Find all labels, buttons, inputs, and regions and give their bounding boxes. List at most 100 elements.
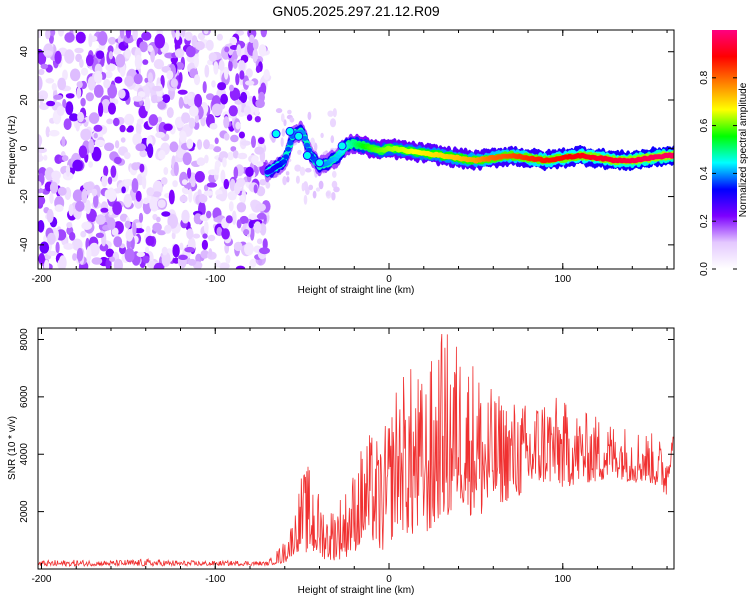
noise-blob [206, 93, 215, 101]
noise-blob [194, 171, 205, 183]
noise-blob [167, 214, 178, 229]
noise-blob [124, 75, 134, 87]
noise-blob [256, 213, 267, 220]
noise-blob [252, 48, 258, 62]
noise-blob [145, 225, 151, 234]
noise-blob [245, 68, 253, 78]
noise-blob [63, 243, 74, 250]
x-tick-label: 0 [386, 274, 392, 285]
noise-blob [299, 166, 306, 176]
noise-blob [65, 164, 71, 177]
noise-blob [203, 221, 209, 234]
noise-blob [55, 241, 60, 254]
noise-blob [133, 73, 143, 85]
noise-blob [308, 184, 314, 191]
noise-blob [58, 255, 67, 269]
noise-blob [103, 78, 111, 89]
noise-blob [91, 146, 102, 162]
ridge-segment [287, 140, 294, 146]
noise-blob [76, 81, 83, 89]
noise-blob [178, 96, 184, 109]
noise-blob [198, 193, 208, 204]
noise-blob [139, 149, 147, 158]
noise-blob [331, 180, 338, 189]
noise-blob [132, 30, 138, 41]
ridge-blob [271, 129, 281, 139]
noise-blob [157, 116, 163, 123]
noise-blob [196, 139, 203, 150]
noise-blob [79, 58, 84, 68]
noise-blob [227, 191, 237, 200]
colorbar-tick-label: 0.8 [699, 70, 710, 84]
noise-blob [143, 197, 149, 205]
noise-blob [91, 257, 103, 265]
ridge-segment [304, 142, 310, 148]
ridge-blob [302, 151, 312, 161]
noise-blob [103, 165, 109, 177]
noise-blob [203, 139, 210, 150]
noise-blob [255, 99, 265, 109]
noise-blob [263, 69, 270, 81]
noise-blob [141, 175, 147, 190]
noise-blob [113, 258, 123, 269]
noise-blob [203, 190, 213, 196]
noise-blob [281, 113, 285, 123]
noise-blob [107, 176, 113, 185]
noise-blob [121, 186, 126, 194]
noise-blob [69, 113, 79, 122]
colorbar-tick-label: 0.6 [699, 118, 710, 132]
noise-blob [64, 49, 75, 64]
noise-blob [253, 184, 258, 194]
noise-blob [57, 30, 65, 37]
noise-blob [206, 210, 212, 219]
noise-blob [86, 246, 92, 262]
noise-blob [161, 246, 168, 256]
noise-blob [38, 68, 45, 76]
colorbar-label: Normalized spectral amplitude [738, 82, 749, 217]
noise-blob [228, 105, 238, 117]
noise-blob [215, 194, 227, 200]
noise-blob [258, 137, 265, 145]
noise-blob [332, 108, 337, 118]
noise-blob [259, 223, 267, 236]
noise-blob [123, 193, 133, 208]
noise-blob [144, 96, 151, 112]
noise-blob [123, 34, 135, 44]
noise-blob [194, 41, 205, 51]
noise-blob [80, 128, 92, 141]
noise-blob [94, 70, 103, 84]
noise-blob [231, 210, 237, 225]
noise-blob [142, 59, 149, 65]
noise-blob [325, 191, 331, 197]
noise-blob [188, 117, 196, 129]
noise-blob [83, 181, 94, 191]
noise-blob [222, 157, 227, 168]
noise-blob [310, 137, 315, 148]
noise-blob [232, 150, 239, 159]
noise-blob [157, 101, 167, 110]
noise-blob [108, 36, 117, 45]
noise-blob [248, 220, 254, 229]
spectrogram-y-ticks: -40 -20 0 20 40 [19, 46, 674, 252]
noise-blob [105, 248, 115, 258]
noise-blob [233, 241, 243, 252]
noise-blob [137, 91, 146, 98]
noise-blob [124, 48, 132, 59]
noise-blob [88, 138, 95, 154]
noise-blob [179, 242, 184, 251]
noise-blob [254, 116, 261, 123]
noise-blob [186, 138, 194, 149]
noise-blob [158, 149, 166, 160]
noise-blob [223, 178, 230, 190]
noise-blob [173, 161, 179, 176]
noise-blob [181, 112, 191, 124]
noise-blob [96, 50, 105, 59]
noise-blob [166, 107, 174, 119]
noise-blob [170, 78, 178, 88]
noise-blob [144, 77, 149, 83]
noise-blob [295, 175, 300, 184]
noise-blob [85, 54, 94, 67]
noise-blob [78, 145, 88, 159]
noise-blob [207, 169, 218, 176]
noise-blob [154, 33, 165, 49]
